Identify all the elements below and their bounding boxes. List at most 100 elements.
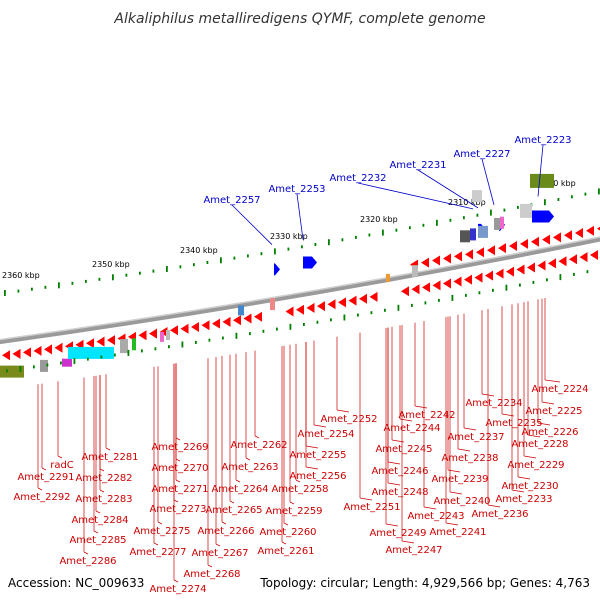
inner-tick xyxy=(114,353,116,357)
inner-tick xyxy=(519,283,521,287)
leader-line-red xyxy=(175,458,181,462)
inner-tick xyxy=(208,338,211,342)
gene-arrow-red xyxy=(506,266,514,277)
leader-line-red xyxy=(295,479,301,483)
gene-label: Amet_2270 xyxy=(151,463,208,474)
leader-line-red xyxy=(544,379,561,383)
leader-line-red xyxy=(95,510,101,514)
leader-line-red xyxy=(385,523,399,527)
inner-tick xyxy=(532,280,535,284)
leader-line-red xyxy=(283,522,289,526)
outer-tick xyxy=(98,277,101,281)
outer-tick xyxy=(152,269,155,273)
outer-tick xyxy=(463,216,465,220)
outer-tick xyxy=(71,281,74,285)
gene-arrow-red xyxy=(338,297,346,308)
gene-arrow-red xyxy=(432,255,440,266)
leader-line-red xyxy=(245,457,251,461)
gene-label: Amet_2267 xyxy=(191,548,248,559)
gene-arrow-red xyxy=(516,264,525,275)
gene-arrow-red xyxy=(233,315,241,326)
inner-tick xyxy=(60,361,62,365)
feature-block xyxy=(460,230,470,243)
outer-tick xyxy=(301,245,303,249)
inner-tick xyxy=(424,301,427,305)
inner-tick xyxy=(586,270,589,274)
gene-label: Amet_2273 xyxy=(149,504,206,515)
label-leaders xyxy=(37,144,561,583)
gene-arrow-red xyxy=(464,274,472,285)
gene-label: Amet_2238 xyxy=(441,453,498,464)
outer-tick xyxy=(314,243,317,246)
gene-arrow-red xyxy=(86,338,94,349)
inner-tick xyxy=(343,314,346,321)
leader-line-red xyxy=(173,499,179,503)
gene-label: Amet_2229 xyxy=(507,460,564,471)
outer-tick xyxy=(517,205,519,209)
gene-label: Amet_2258 xyxy=(271,484,328,495)
feature-block xyxy=(412,265,418,278)
gene-label: Amet_2268 xyxy=(183,569,240,580)
gene-label: Amet_2251 xyxy=(343,502,400,513)
feature-block xyxy=(120,339,128,354)
inner-tick xyxy=(478,291,481,295)
gene-label: Amet_2286 xyxy=(59,556,116,567)
gene-arrow-red xyxy=(422,282,430,293)
leader-line-blue xyxy=(481,158,495,206)
gene-arrow-red xyxy=(54,342,63,353)
inner-tick xyxy=(370,311,373,315)
genome-backbone-highlight xyxy=(0,236,600,341)
outer-tick xyxy=(260,252,263,256)
outer-tick xyxy=(598,188,600,195)
feature-block xyxy=(270,298,275,311)
inner-tick-row xyxy=(6,270,589,373)
gene-arrow-red xyxy=(575,228,583,238)
inner-tick xyxy=(195,340,197,344)
inner-tick xyxy=(46,363,49,367)
leader-line-red xyxy=(105,447,111,451)
gene-label: Amet_2260 xyxy=(259,527,316,538)
leader-line-red xyxy=(313,424,327,428)
gene-arrow-red xyxy=(454,251,462,262)
inner-tick xyxy=(397,304,400,311)
feature-block xyxy=(500,216,504,229)
leader-line-red xyxy=(235,479,241,483)
scale-label: 2350 kbp xyxy=(92,260,130,269)
gene-label: Amet_2282 xyxy=(75,473,132,484)
gene-label: Amet_2265 xyxy=(205,505,262,516)
outer-tick xyxy=(557,198,560,201)
feature-block xyxy=(386,273,390,282)
outer-tick xyxy=(31,287,33,291)
outer-tick xyxy=(4,290,6,296)
gene-label: Amet_2223 xyxy=(514,135,571,146)
leader-line-red xyxy=(414,405,428,409)
gene-label: Amet_2244 xyxy=(383,423,440,434)
leader-line-blue xyxy=(417,169,479,209)
gene-arrow-red xyxy=(201,320,210,331)
gene-label: Amet_2242 xyxy=(398,410,455,421)
inner-tick xyxy=(19,365,22,372)
gene-label: Amet_2237 xyxy=(447,432,504,443)
feature-block xyxy=(520,203,532,218)
gene-label: Amet_2255 xyxy=(289,450,346,461)
feature-block xyxy=(62,358,72,367)
outer-tick xyxy=(125,273,128,277)
inner-tick xyxy=(411,303,413,307)
gene-label: Amet_2234 xyxy=(465,398,522,409)
inner-tick xyxy=(303,323,305,326)
leader-line-red xyxy=(387,461,401,465)
gene-label: Amet_2256 xyxy=(289,471,346,482)
leader-line-red xyxy=(501,413,515,417)
leader-line-red xyxy=(207,564,213,568)
gene-arrow-red xyxy=(254,311,262,322)
gene-arrow-red xyxy=(306,302,315,313)
outer-tick xyxy=(490,209,492,216)
gene-arrow-red xyxy=(520,238,528,249)
gene-label: Amet_2247 xyxy=(385,545,442,556)
outer-tick xyxy=(355,235,357,239)
leader-line-red xyxy=(517,476,531,480)
gene-arrow-red xyxy=(212,318,220,329)
gene-label: Amet_2271 xyxy=(151,484,208,495)
inner-tick xyxy=(316,320,319,324)
